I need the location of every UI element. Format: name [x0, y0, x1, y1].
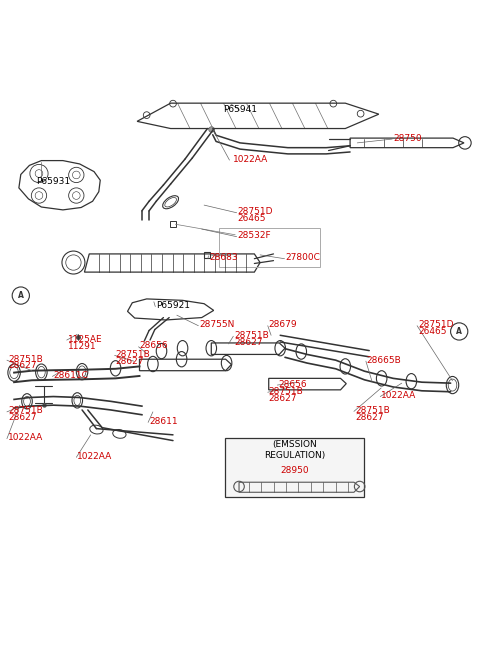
- Text: 26465: 26465: [238, 214, 266, 223]
- Text: 28751B: 28751B: [269, 387, 303, 396]
- Text: 28611C: 28611C: [53, 371, 88, 380]
- Text: 28627: 28627: [116, 357, 144, 366]
- Text: 28751B: 28751B: [8, 407, 43, 415]
- Text: 28611: 28611: [149, 417, 178, 426]
- Text: 1125AE: 1125AE: [68, 334, 102, 344]
- Text: 28656: 28656: [140, 341, 168, 350]
- Text: 28627: 28627: [269, 394, 297, 403]
- Text: 28532F: 28532F: [238, 231, 271, 240]
- Text: 28751B: 28751B: [116, 350, 150, 359]
- Text: 28627: 28627: [234, 338, 263, 347]
- Text: A: A: [456, 327, 462, 336]
- Text: 28750: 28750: [393, 134, 422, 143]
- Text: P65931: P65931: [36, 176, 71, 186]
- Text: P65921: P65921: [156, 301, 190, 310]
- Text: 1022AA: 1022AA: [381, 391, 417, 400]
- Text: 1022AA: 1022AA: [77, 452, 112, 461]
- Text: 28755N: 28755N: [199, 321, 235, 329]
- Text: 28751D: 28751D: [238, 208, 273, 216]
- Text: 1022AA: 1022AA: [233, 155, 268, 164]
- Text: P65941: P65941: [223, 105, 257, 114]
- Text: 28627: 28627: [8, 413, 36, 422]
- Text: 28751B: 28751B: [234, 330, 269, 340]
- Text: 28665B: 28665B: [367, 356, 402, 365]
- Text: (EMSSION
REGULATION): (EMSSION REGULATION): [264, 440, 325, 460]
- Text: 28656: 28656: [278, 379, 307, 389]
- Text: 11291: 11291: [68, 342, 96, 351]
- Text: 28627: 28627: [355, 413, 384, 422]
- Text: 28679: 28679: [269, 321, 297, 329]
- FancyBboxPatch shape: [225, 438, 364, 497]
- Text: 1022AA: 1022AA: [8, 433, 43, 442]
- Text: 28751B: 28751B: [355, 406, 390, 415]
- Text: 28627: 28627: [8, 362, 36, 370]
- Text: A: A: [18, 291, 24, 300]
- Text: 28751B: 28751B: [8, 355, 43, 364]
- Text: 28950: 28950: [281, 466, 309, 475]
- Text: 27800C: 27800C: [286, 253, 320, 262]
- Text: 26465: 26465: [418, 327, 446, 336]
- Text: 28683: 28683: [209, 253, 238, 262]
- Text: 28751D: 28751D: [418, 321, 454, 329]
